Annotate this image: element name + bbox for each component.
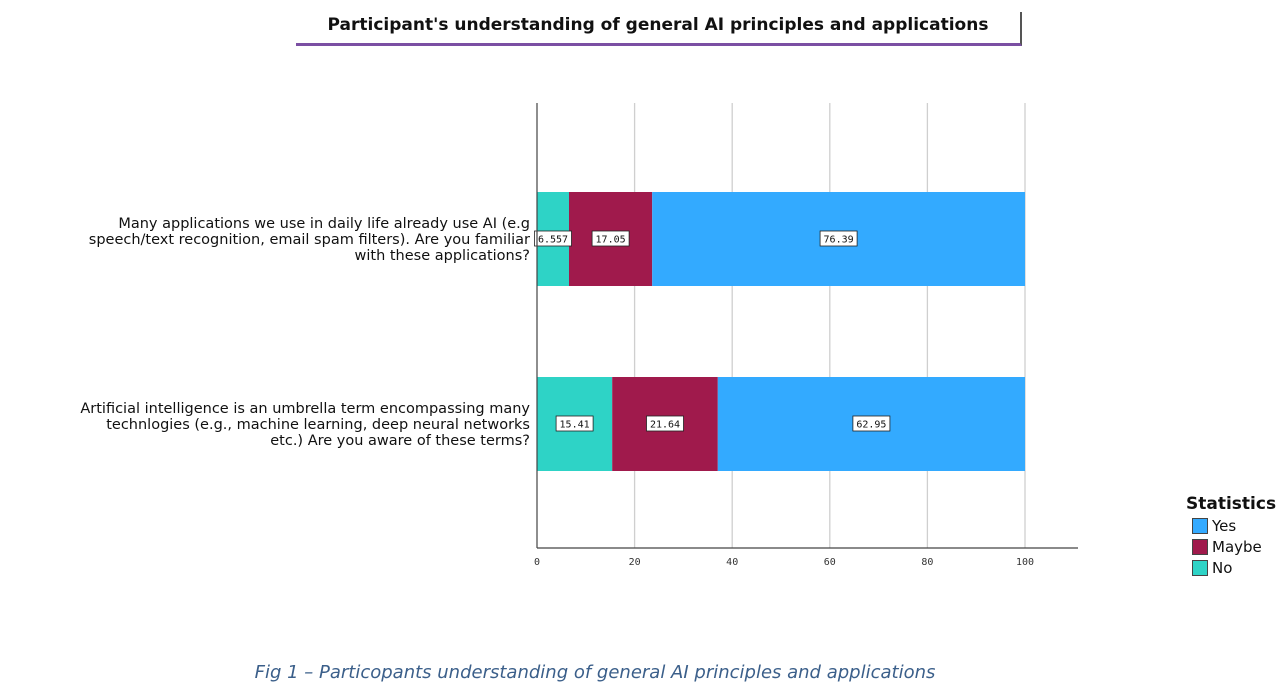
category-label-line: etc.) Are you aware of these terms? (270, 433, 530, 449)
data-label: 21.64 (650, 420, 680, 431)
data-label: 62.95 (856, 420, 886, 431)
x-tick-label: 20 (629, 557, 641, 568)
data-label-box (555, 415, 594, 432)
x-tick-label: 100 (1016, 557, 1034, 568)
x-tick-label: 80 (921, 557, 933, 568)
data-label-box (852, 415, 891, 432)
gridlines (633, 103, 1026, 548)
data-label-box (591, 230, 630, 247)
legend: Statistics Yes Maybe No (1186, 493, 1280, 578)
x-tick-label: 60 (824, 557, 836, 568)
category-labels: Many applications we use in daily life a… (80, 216, 530, 449)
legend-item-no: No (1186, 557, 1280, 578)
chart-title: Participant's understanding of general A… (296, 12, 1022, 46)
data-label: 15.41 (560, 420, 590, 431)
legend-label-yes: Yes (1212, 516, 1237, 535)
category-label-line: with these applications? (355, 248, 531, 264)
x-tick-label: 0 (534, 557, 540, 568)
figure-caption: Fig 1 – Particopants understanding of ge… (254, 662, 936, 683)
bars (537, 192, 1025, 471)
data-label: 76.39 (824, 235, 854, 246)
category-label-line: speech/text recognition, email spam filt… (89, 232, 530, 248)
data-labels: 6.557 17.05 76.39 15.41 21.64 62.95 (534, 230, 891, 432)
legend-swatch-no (1192, 559, 1208, 576)
legend-swatch-maybe (1192, 538, 1208, 555)
legend-item-maybe: Maybe (1186, 536, 1280, 557)
legend-swatch-yes (1192, 517, 1208, 534)
data-label-box (646, 415, 684, 432)
data-label-box (534, 230, 572, 247)
legend-item-yes: Yes (1186, 515, 1280, 536)
data-label: 6.557 (538, 235, 568, 246)
category-label-line: Artificial intelligence is an umbrella t… (80, 401, 530, 417)
data-label-box (819, 230, 858, 247)
legend-label-no: No (1212, 558, 1233, 577)
category-label-line: technlogies (e.g., machine learning, dee… (106, 417, 530, 433)
legend-label-maybe: Maybe (1212, 537, 1262, 556)
category-label-line: Many applications we use in daily life a… (118, 216, 530, 232)
x-tick-label: 40 (726, 557, 738, 568)
legend-title: Statistics (1186, 494, 1277, 514)
axes: 0 20 40 60 80 100 (534, 103, 1078, 568)
data-label: 17.05 (596, 235, 626, 246)
